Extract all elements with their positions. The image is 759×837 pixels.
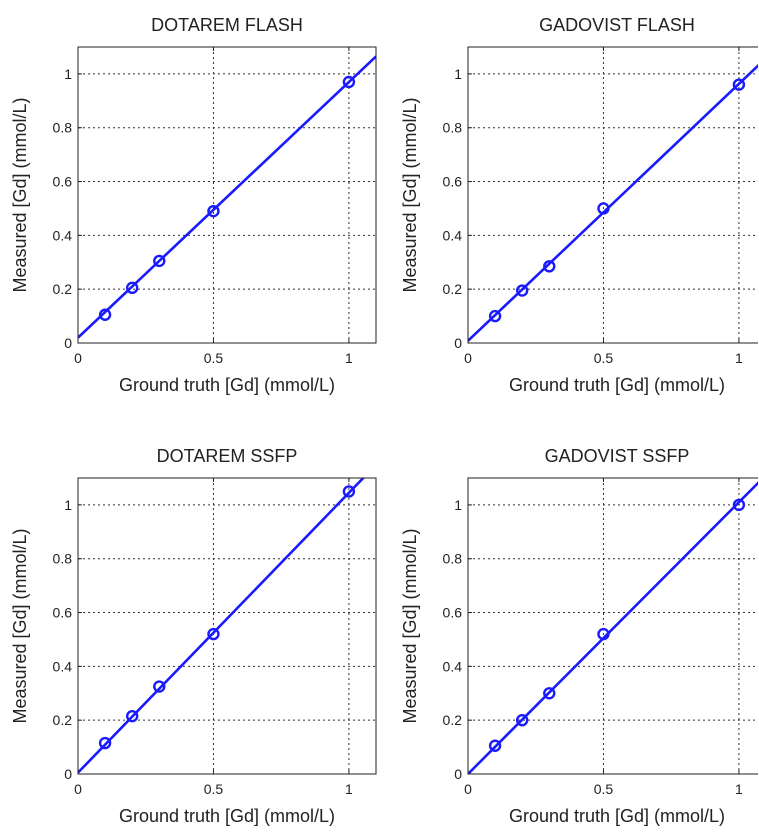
y-axis-label: Measured [Gd] (mmol/L) xyxy=(400,528,420,723)
axes-frame xyxy=(467,477,759,775)
x-tick-label: 1 xyxy=(735,350,743,366)
y-tick-label: 0 xyxy=(64,766,72,782)
chart-title: GADOVIST SSFP xyxy=(545,446,690,466)
y-tick-label: 0.4 xyxy=(443,227,463,243)
data-point xyxy=(342,485,356,498)
x-axis-label: Ground truth [Gd] (mmol/L) xyxy=(509,806,725,826)
plot-area xyxy=(78,47,376,343)
data-point xyxy=(597,202,610,215)
x-axis-label: Ground truth [Gd] (mmol/L) xyxy=(509,375,725,395)
data-point xyxy=(125,709,139,723)
x-axis-label: Ground truth [Gd] (mmol/L) xyxy=(119,806,335,826)
y-tick-label: 0 xyxy=(64,335,72,351)
y-tick-label: 1 xyxy=(64,497,72,513)
chart-title: GADOVIST FLASH xyxy=(539,15,695,35)
y-tick-label: 1 xyxy=(454,497,462,513)
x-axis-label: Ground truth [Gd] (mmol/L) xyxy=(119,375,335,395)
chart-panel-4: 0 0.5 1 0 0.2 0.4 0.6 0.8 1 GADOVIST SSFP Ground t… xyxy=(400,446,759,826)
y-tick-label: 0.8 xyxy=(443,551,463,567)
data-point xyxy=(342,75,356,89)
y-tick-label: 0.2 xyxy=(53,712,73,728)
data-point xyxy=(98,736,112,750)
x-tick-label: 0 xyxy=(464,350,472,366)
axes-frame xyxy=(77,46,377,344)
data-point xyxy=(597,627,610,641)
data-point xyxy=(153,254,166,268)
y-tick-label: 0 xyxy=(454,766,462,782)
plot-area xyxy=(78,478,376,774)
data-point xyxy=(515,713,529,727)
data-point xyxy=(488,739,502,752)
y-tick-label: 1 xyxy=(64,66,72,82)
y-tick-label: 0.6 xyxy=(443,605,463,621)
x-tick-label: 0 xyxy=(74,350,82,366)
axes-frame xyxy=(77,477,377,775)
x-tick-label: 0.5 xyxy=(594,781,614,797)
data-point xyxy=(488,309,502,323)
data-point xyxy=(732,78,746,91)
x-tick-label: 1 xyxy=(345,350,353,366)
y-tick-label: 0.6 xyxy=(443,174,463,190)
y-axis-label: Measured [Gd] (mmol/L) xyxy=(10,528,30,723)
data-point xyxy=(543,260,556,273)
y-tick-label: 0.8 xyxy=(443,120,463,136)
axes-frame xyxy=(467,46,759,344)
chart-title: DOTAREM SSFP xyxy=(157,446,298,466)
y-tick-label: 0.4 xyxy=(53,227,73,243)
data-point xyxy=(207,627,220,641)
chart-title: DOTAREM FLASH xyxy=(151,15,303,35)
chart-panel-2: 0 0.5 1 0 0.2 0.4 0.6 0.8 1 GADOVIST FLASH Ground … xyxy=(400,15,759,395)
y-tick-label: 0.8 xyxy=(53,551,73,567)
data-point xyxy=(732,498,746,512)
data-point xyxy=(543,687,556,700)
x-tick-label: 1 xyxy=(345,781,353,797)
data-point xyxy=(207,204,220,218)
y-tick-label: 0 xyxy=(454,335,462,351)
fit-line xyxy=(78,478,366,774)
y-tick-label: 0.2 xyxy=(443,281,463,297)
x-tick-label: 0.5 xyxy=(204,350,224,366)
y-tick-label: 0.6 xyxy=(53,174,73,190)
y-tick-label: 0.8 xyxy=(53,120,73,136)
y-tick-label: 0.2 xyxy=(443,712,463,728)
y-tick-label: 0.2 xyxy=(53,281,73,297)
data-point xyxy=(125,281,139,295)
data-point xyxy=(153,680,166,693)
x-tick-label: 0 xyxy=(74,781,82,797)
chart-panel-3: 0 0.5 1 0 0.2 0.4 0.6 0.8 1 DOTAREM SSFP Ground tr… xyxy=(10,446,377,826)
chart-panel-1: 0 0.5 1 0 0.2 0.4 0.6 0.8 1 DOTAREM FLASH Ground t… xyxy=(10,15,377,395)
x-tick-label: 0.5 xyxy=(204,781,224,797)
y-tick-label: 0.4 xyxy=(53,658,73,674)
data-point xyxy=(515,284,529,297)
y-tick-label: 0.6 xyxy=(53,605,73,621)
y-tick-label: 1 xyxy=(454,66,462,82)
x-tick-label: 1 xyxy=(735,781,743,797)
data-point xyxy=(98,308,112,321)
y-axis-label: Measured [Gd] (mmol/L) xyxy=(10,97,30,292)
x-tick-label: 0 xyxy=(464,781,472,797)
y-axis-label: Measured [Gd] (mmol/L) xyxy=(400,97,420,292)
y-tick-label: 0.4 xyxy=(443,658,463,674)
x-tick-label: 0.5 xyxy=(594,350,614,366)
